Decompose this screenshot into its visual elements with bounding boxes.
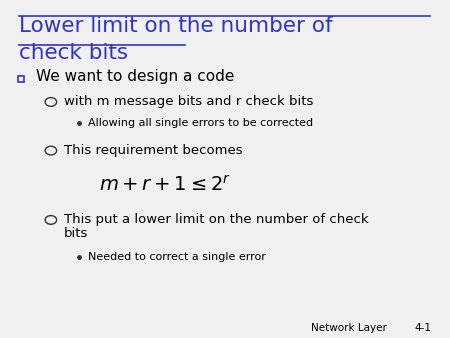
Text: $m + r + 1 \leq 2^{r}$: $m + r + 1 \leq 2^{r}$ [99,176,231,196]
Text: This requirement becomes: This requirement becomes [64,144,243,157]
Text: We want to design a code: We want to design a code [36,69,234,84]
Text: Allowing all single errors to be corrected: Allowing all single errors to be correct… [88,118,313,128]
Text: with m message bits and r check bits: with m message bits and r check bits [64,95,314,108]
Text: Lower limit on the number of: Lower limit on the number of [19,17,333,37]
Text: Network Layer: Network Layer [310,323,387,333]
Text: 4-1: 4-1 [414,323,432,333]
Text: bits: bits [64,227,89,240]
Text: check bits: check bits [19,43,128,63]
Bar [18,76,24,82]
Text: Needed to correct a single error: Needed to correct a single error [88,252,266,262]
Text: This put a lower limit on the number of check: This put a lower limit on the number of … [64,214,369,226]
